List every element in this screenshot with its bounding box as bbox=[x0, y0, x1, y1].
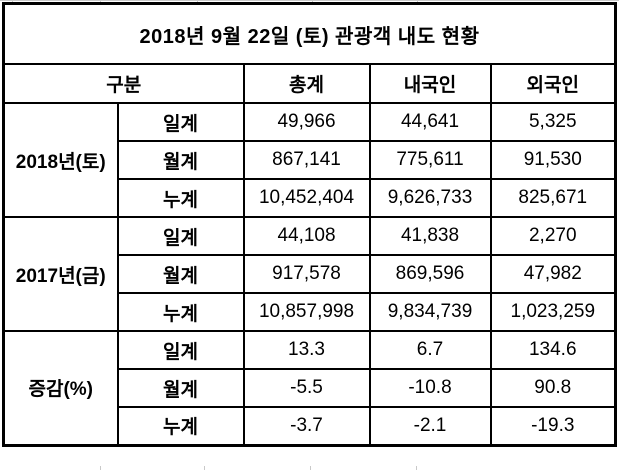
value-cell: 9,626,733 bbox=[368, 178, 492, 218]
gridline-remnant-top bbox=[0, 0, 619, 1]
value-cell: 91,530 bbox=[489, 140, 617, 180]
header-domestic: 내국인 bbox=[368, 63, 492, 104]
header-foreign: 외국인 bbox=[489, 63, 617, 104]
gridline-tick bbox=[310, 466, 311, 470]
value-cell: 869,596 bbox=[368, 254, 492, 294]
row-label: 누계 bbox=[116, 292, 245, 332]
value-cell: 47,982 bbox=[489, 254, 617, 294]
gridline-tick bbox=[204, 466, 205, 470]
value-cell: -10.8 bbox=[368, 368, 492, 408]
value-cell: 917,578 bbox=[242, 254, 371, 294]
value-cell: 775,611 bbox=[368, 140, 492, 180]
group-label-2017: 2017년(금) bbox=[2, 216, 119, 332]
table-row: 누계 10,452,404 9,626,733 825,671 bbox=[4, 178, 617, 218]
arrivals-table: 2018년 9월 22일 (토) 관광객 내도 현황 구분 총계 내국인 외국인… bbox=[2, 2, 618, 447]
value-cell: 134.6 bbox=[489, 330, 617, 370]
page-title: 2018년 9월 22일 (토) 관광객 내도 현황 bbox=[2, 2, 617, 65]
value-cell: 49,966 bbox=[242, 102, 371, 142]
value-cell: -19.3 bbox=[489, 406, 617, 446]
row-label: 일계 bbox=[116, 330, 245, 370]
value-cell: 867,141 bbox=[242, 140, 371, 180]
row-label: 월계 bbox=[116, 368, 245, 408]
value-cell: 2,270 bbox=[489, 216, 617, 256]
value-cell: 10,857,998 bbox=[242, 292, 371, 332]
table-row: 월계 -5.5 -10.8 90.8 bbox=[4, 368, 617, 408]
value-cell: 1,023,259 bbox=[489, 292, 617, 332]
table-row: 누계 -3.7 -2.1 -19.3 bbox=[4, 406, 617, 446]
value-cell: -2.1 bbox=[368, 406, 492, 446]
table-row: 2017년(금) 일계 44,108 41,838 2,270 bbox=[2, 216, 617, 332]
group-label-2018: 2018년(토) bbox=[2, 102, 119, 218]
value-cell: 90.8 bbox=[489, 368, 617, 408]
row-label: 월계 bbox=[116, 254, 245, 294]
value-cell: 9,834,739 bbox=[368, 292, 492, 332]
value-cell: 825,671 bbox=[489, 178, 617, 218]
row-label: 월계 bbox=[116, 140, 245, 180]
value-cell: 13.3 bbox=[242, 330, 371, 370]
gridline-tick bbox=[100, 466, 101, 470]
value-cell: 6.7 bbox=[368, 330, 492, 370]
group-label-change: 증감(%) bbox=[2, 330, 119, 446]
header-row: 구분 총계 내국인 외국인 bbox=[2, 63, 617, 104]
value-cell: 41,838 bbox=[368, 216, 492, 256]
value-cell: 44,641 bbox=[368, 102, 492, 142]
row-label: 일계 bbox=[116, 102, 245, 142]
value-cell: 5,325 bbox=[489, 102, 617, 142]
value-cell: 10,452,404 bbox=[242, 178, 371, 218]
table-row: 증감(%) 일계 13.3 6.7 134.6 bbox=[2, 330, 617, 446]
table-row: 누계 10,857,998 9,834,739 1,023,259 bbox=[4, 292, 617, 332]
value-cell: -3.7 bbox=[242, 406, 371, 446]
row-label: 일계 bbox=[116, 216, 245, 256]
header-total: 총계 bbox=[242, 63, 371, 104]
value-cell: -5.5 bbox=[242, 368, 371, 408]
table-row: 월계 917,578 869,596 47,982 bbox=[4, 254, 617, 294]
title-row: 2018년 9월 22일 (토) 관광객 내도 현황 bbox=[2, 2, 617, 65]
row-label: 누계 bbox=[116, 406, 245, 446]
table-row: 2018년(토) 일계 49,966 44,641 5,325 bbox=[2, 102, 617, 218]
header-gubun: 구분 bbox=[2, 63, 245, 104]
table-row: 월계 867,141 775,611 91,530 bbox=[4, 140, 617, 180]
value-cell: 44,108 bbox=[242, 216, 371, 256]
row-label: 누계 bbox=[116, 178, 245, 218]
gridline-tick bbox=[416, 466, 417, 470]
